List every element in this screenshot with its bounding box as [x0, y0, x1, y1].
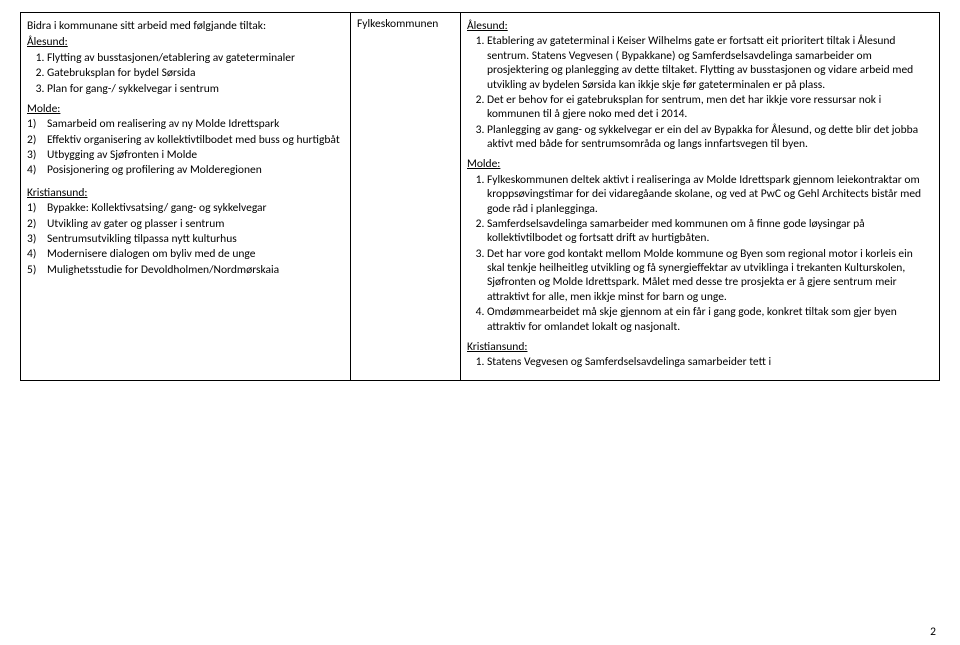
cell-col3: Ålesund: Etablering av gateterminal i Ke… — [461, 13, 940, 381]
list-item: Omdømmearbeidet må skje gjennom at ein f… — [487, 305, 933, 334]
list-item: Sentrumsutvikling tilpassa nytt kulturhu… — [47, 232, 344, 246]
list-item: Statens Vegvesen og Samferdselsavdelinga… — [487, 355, 933, 369]
col3-molde-head: Molde: — [467, 157, 933, 171]
col1-kristiansund-head: Kristiansund: — [27, 186, 344, 200]
col1-molde-head: Molde: — [27, 102, 344, 116]
page-number: 2 — [930, 625, 936, 639]
list-item: Modernisere dialogen om byliv med de ung… — [47, 247, 344, 261]
col3-kristiansund-head: Kristiansund: — [467, 340, 933, 354]
col3-alesund-head: Ålesund: — [467, 19, 933, 33]
list-item: Utvikling av gater og plasser i sentrum — [47, 217, 344, 231]
cell-col2: Fylkeskommunen — [351, 13, 461, 381]
list-item: Det har vore god kontakt mellom Molde ko… — [487, 247, 933, 305]
col1-intro: Bidra i kommunane sitt arbeid med følgja… — [27, 19, 344, 33]
list-item: Flytting av busstasjonen/etablering av g… — [47, 51, 344, 65]
list-item: Posisjonering og profilering av Moldereg… — [47, 163, 344, 177]
list-item: Mulighetsstudie for Devoldholmen/Nordmør… — [47, 263, 344, 277]
col3-kristiansund-list: Statens Vegvesen og Samferdselsavdelinga… — [467, 355, 933, 369]
col3-molde-list: Fylkeskommunen deltek aktivt i realiseri… — [467, 173, 933, 334]
list-item: Fylkeskommunen deltek aktivt i realiseri… — [487, 173, 933, 216]
list-item: Samferdselsavdelinga samarbeider med kom… — [487, 217, 933, 246]
list-item: Planlegging av gang- og sykkelvegar er e… — [487, 123, 933, 152]
col1-kristiansund-list: Bypakke: Kollektivsatsing/ gang- og sykk… — [27, 201, 344, 277]
list-item: Gatebruksplan for bydel Sørsida — [47, 66, 344, 80]
list-item: Effektiv organisering av kollektivtilbod… — [47, 133, 344, 147]
list-item: Bypakke: Kollektivsatsing/ gang- og sykk… — [47, 201, 344, 215]
content-table: Bidra i kommunane sitt arbeid med følgja… — [20, 12, 940, 381]
list-item: Det er behov for ei gatebruksplan for se… — [487, 93, 933, 122]
cell-col1: Bidra i kommunane sitt arbeid med følgja… — [21, 13, 351, 381]
list-item: Utbygging av Sjøfronten i Molde — [47, 148, 344, 162]
list-item: Plan for gang-/ sykkelvegar i sentrum — [47, 82, 344, 96]
col3-alesund-list: Etablering av gateterminal i Keiser Wilh… — [467, 34, 933, 151]
list-item: Samarbeid om realisering av ny Molde Idr… — [47, 117, 344, 131]
col2-text: Fylkeskommunen — [357, 17, 454, 31]
col1-alesund-head: Ålesund: — [27, 35, 344, 49]
col1-alesund-list: Flytting av busstasjonen/etablering av g… — [27, 51, 344, 96]
list-item: Etablering av gateterminal i Keiser Wilh… — [487, 34, 933, 92]
col1-molde-list: Samarbeid om realisering av ny Molde Idr… — [27, 117, 344, 178]
document-page: Bidra i kommunane sitt arbeid med følgja… — [0, 0, 960, 645]
